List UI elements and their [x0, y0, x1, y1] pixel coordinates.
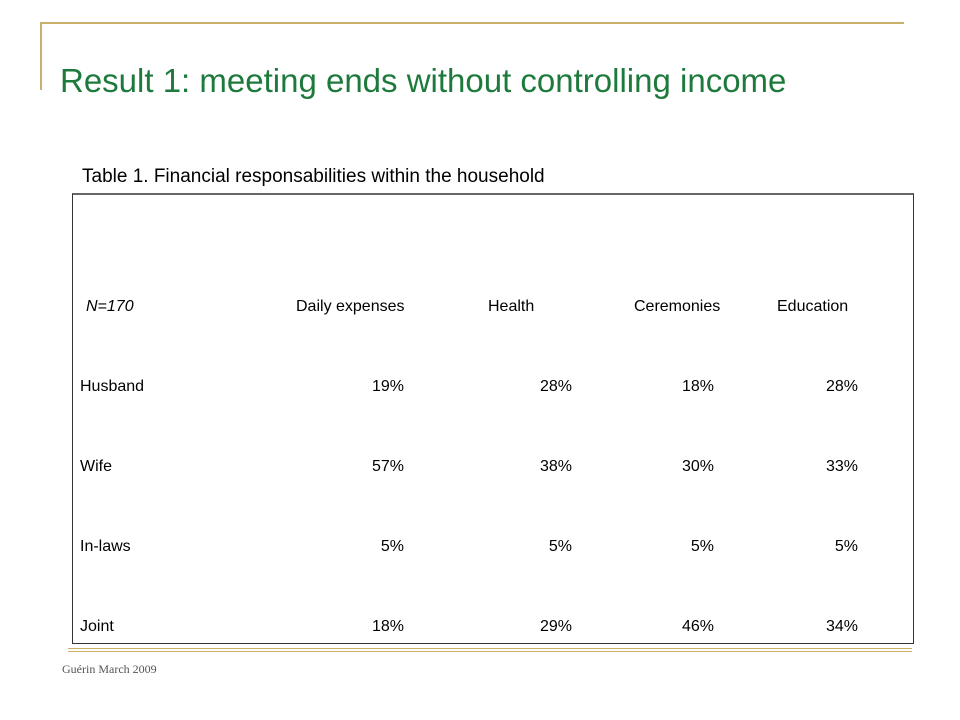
table-caption: Table 1. Financial responsabilities with…: [82, 166, 545, 187]
table-cell: 29%: [539, 618, 572, 635]
table-cell: 30%: [681, 458, 714, 475]
table-cell: 28%: [825, 378, 858, 395]
column-header-ceremonies: Ceremonies: [634, 298, 721, 315]
table-cell: 38%: [539, 458, 572, 475]
bottom-accent-line: [68, 648, 912, 649]
table-cell: 5%: [834, 538, 858, 555]
column-header-health: Health: [488, 298, 535, 315]
slide-title: Result 1: meeting ends without controlli…: [60, 62, 787, 99]
table-cell: 5%: [548, 538, 572, 555]
row-label-husband: Husband: [80, 378, 145, 395]
row-label-in-laws: In-laws: [80, 538, 131, 555]
table-cell: 18%: [371, 618, 404, 635]
left-accent-line: [40, 22, 42, 90]
row-label-joint: Joint: [80, 618, 114, 635]
table-cell: 33%: [825, 458, 858, 475]
table-cell: 28%: [539, 378, 572, 395]
table-cell: 5%: [690, 538, 714, 555]
table-cell: 57%: [371, 458, 404, 475]
footer-credit: Guérin March 2009: [62, 662, 157, 676]
bottom-accent-line-2: [68, 651, 912, 652]
table-cell: 18%: [681, 378, 714, 395]
table-corner-label: N=170: [86, 298, 134, 315]
table-cell: 19%: [371, 378, 404, 395]
row-label-wife: Wife: [80, 458, 112, 475]
table-cell: 46%: [681, 618, 714, 635]
table-cell: 5%: [380, 538, 404, 555]
top-accent-line: [40, 22, 904, 24]
data-table-frame: [72, 193, 914, 644]
table-cell: 34%: [825, 618, 858, 635]
column-header-daily-expenses: Daily expenses: [296, 298, 405, 315]
column-header-education: Education: [777, 298, 849, 315]
